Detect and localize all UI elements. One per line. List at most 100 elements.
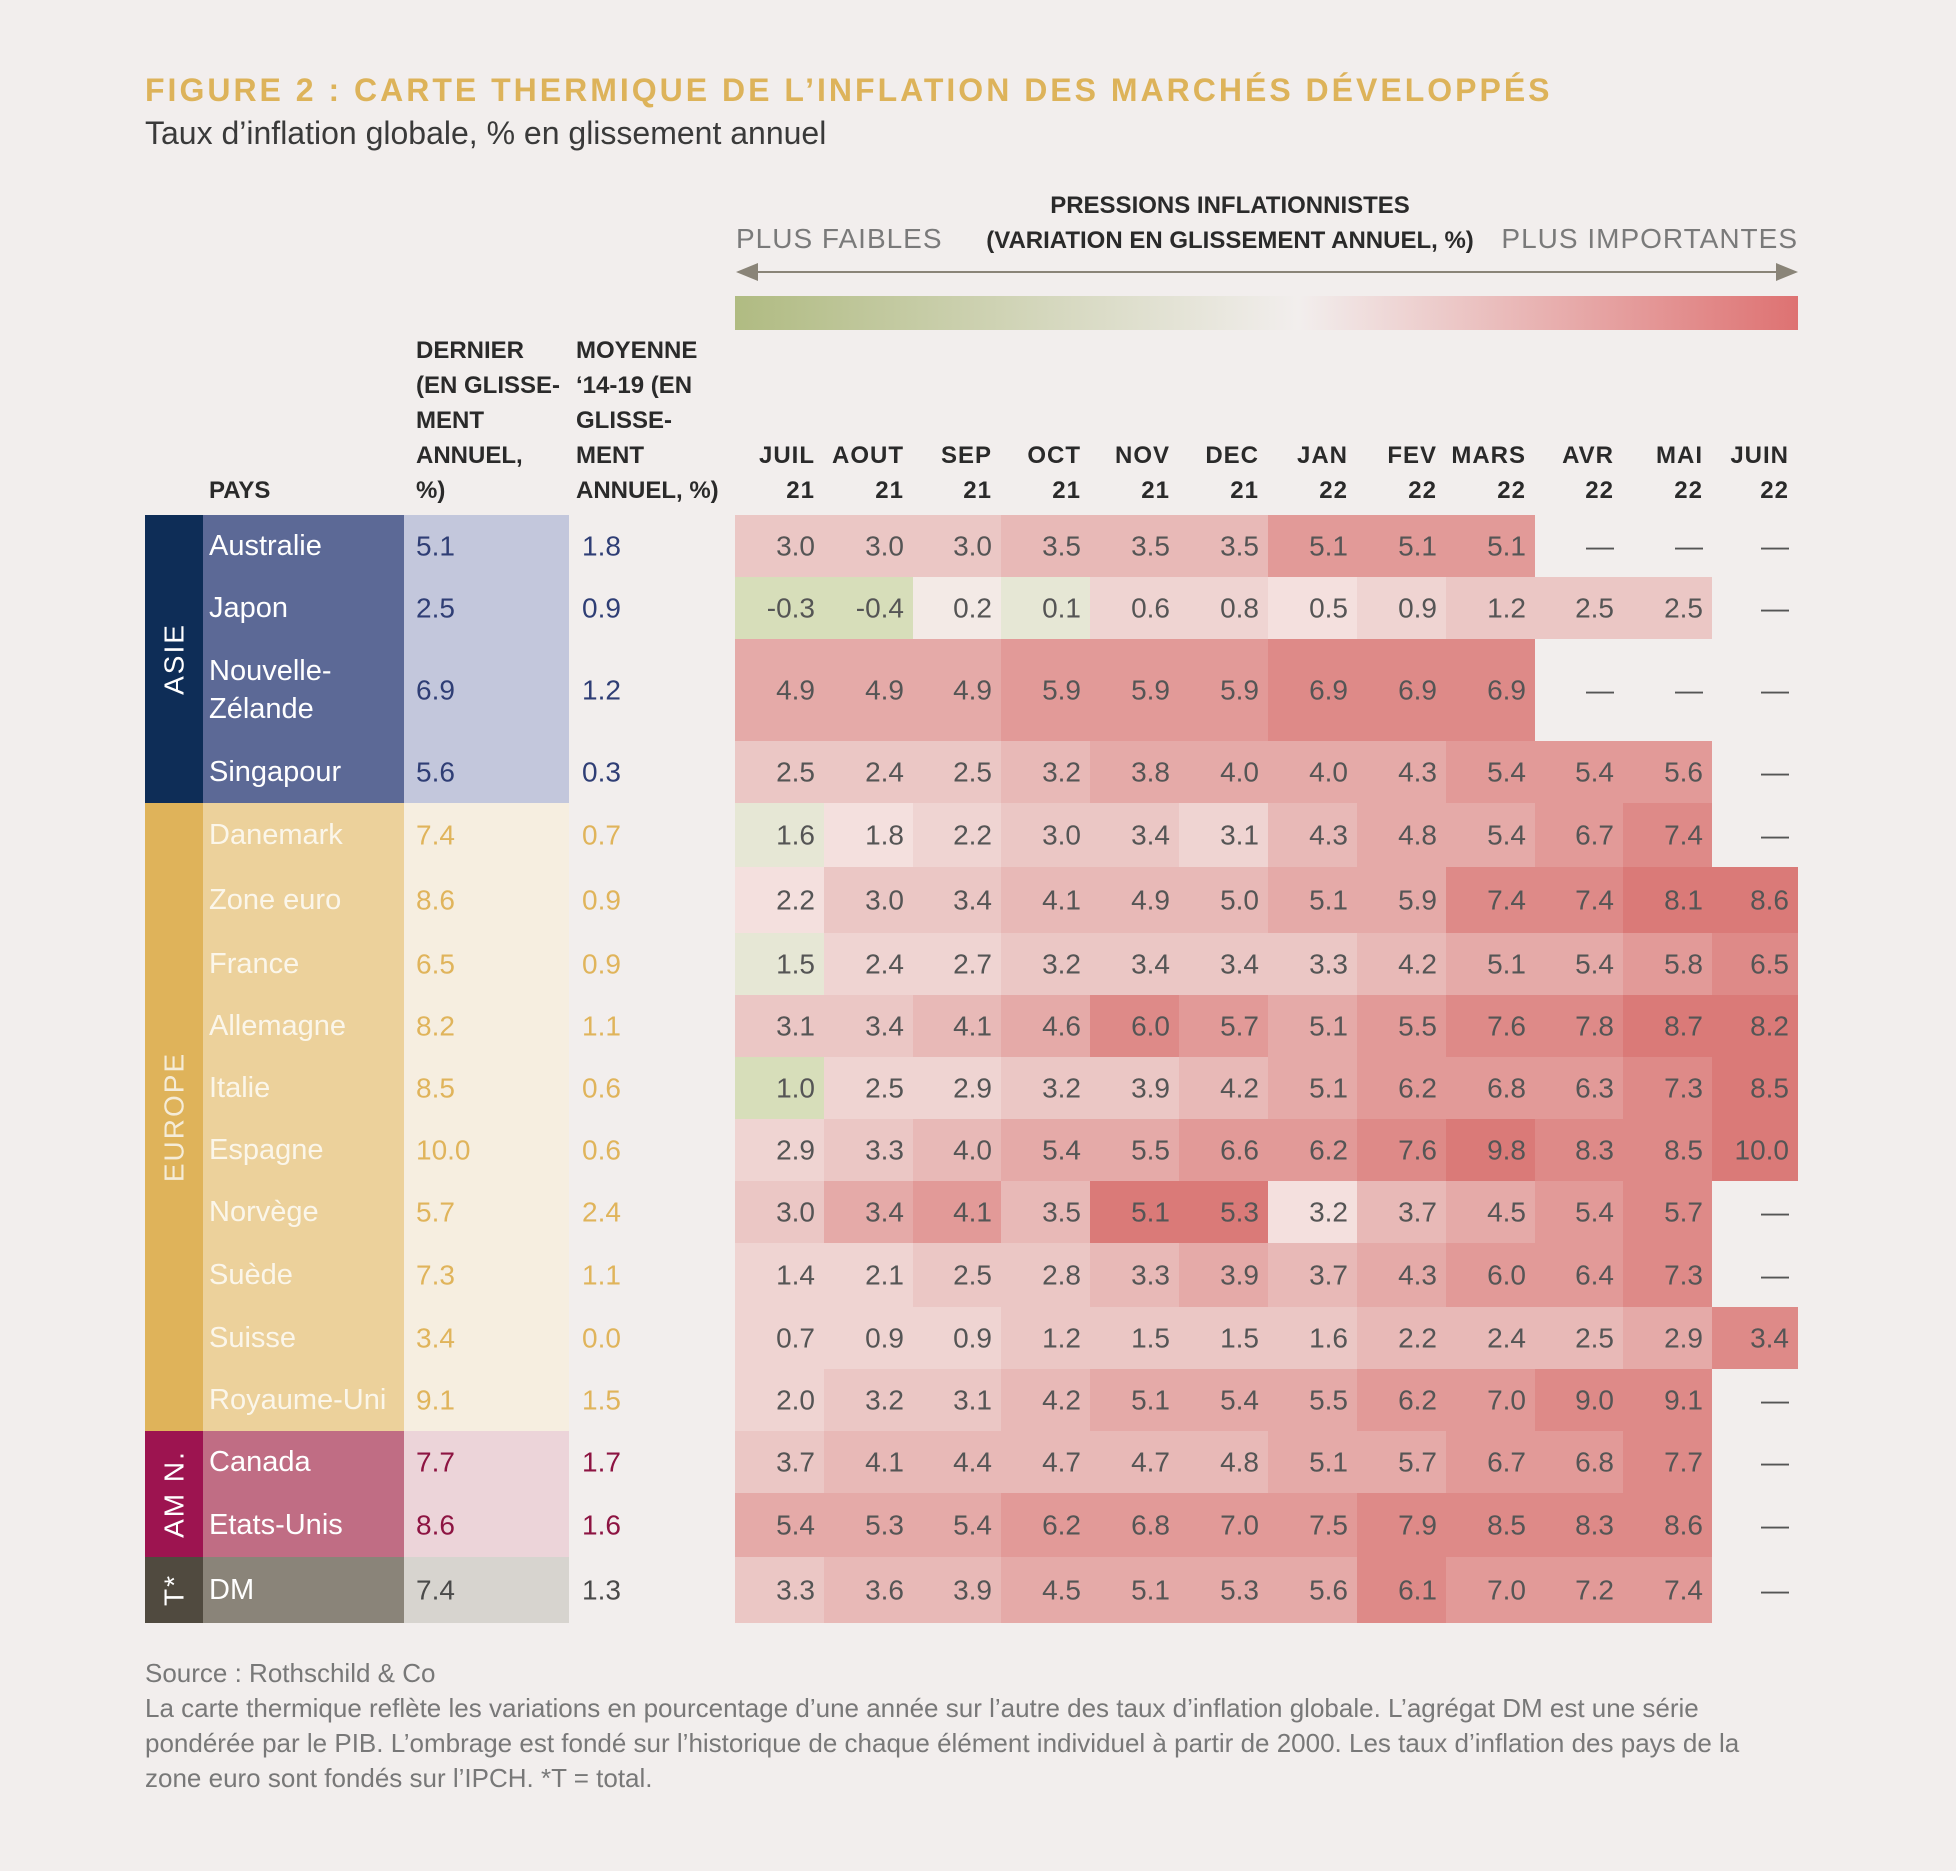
- country-cell: [203, 515, 404, 577]
- heat-cell: [1268, 639, 1357, 741]
- heat-value: 7.2: [1575, 1575, 1614, 1606]
- header-month: AOUT: [832, 442, 904, 469]
- source-note: Source : Rothschild & Co: [145, 1658, 436, 1688]
- average-value: 2.4: [582, 1197, 621, 1228]
- latest-value: 10.0: [416, 1135, 471, 1166]
- heat-value: 3.3: [1309, 949, 1348, 980]
- heat-value: 2.5: [776, 757, 815, 788]
- heat-value: 5.1: [1309, 885, 1348, 916]
- legend-arrow-right-icon: [1776, 263, 1798, 281]
- heat-value: 8.2: [1750, 1011, 1789, 1042]
- heat-value: 4.3: [1309, 820, 1348, 851]
- heat-cell: [1268, 1557, 1357, 1623]
- heat-cell: [1535, 1557, 1623, 1623]
- heat-cell: [1179, 1431, 1268, 1493]
- heat-value: 2.4: [865, 949, 904, 980]
- heat-value: 6.8: [1575, 1447, 1614, 1478]
- header-month: AVR: [1562, 442, 1614, 469]
- heat-value: 6.2: [1398, 1385, 1437, 1416]
- heat-value: 5.6: [1309, 1575, 1348, 1606]
- heat-value: 5.4: [1575, 1197, 1614, 1228]
- heat-cell: [824, 515, 913, 577]
- heat-value: 5.3: [1220, 1575, 1259, 1606]
- heat-cell: [1623, 577, 1712, 639]
- country-cell: [203, 1057, 404, 1119]
- heat-value: -0.3: [767, 593, 815, 624]
- heat-value: 7.4: [1575, 885, 1614, 916]
- heat-cell: [1001, 1431, 1090, 1493]
- heat-cell: [1446, 1307, 1535, 1369]
- heat-cell: [1001, 1181, 1090, 1243]
- average-value: 0.9: [582, 885, 621, 916]
- heat-cell: [1535, 867, 1623, 933]
- heat-cell: [1090, 1119, 1179, 1181]
- heat-cell: [1357, 933, 1446, 995]
- header-latest-line: ANNUEL,: [416, 442, 523, 469]
- heat-value: 2.5: [1575, 1323, 1614, 1354]
- header-month: SEP: [941, 442, 992, 469]
- heat-cell: [1535, 1493, 1623, 1557]
- heat-value: —: [1761, 1385, 1789, 1416]
- average-value: 1.3: [582, 1575, 621, 1606]
- heat-value: 3.6: [865, 1575, 904, 1606]
- heat-cell: [1446, 1119, 1535, 1181]
- country-name: Canada: [209, 1446, 311, 1478]
- heat-value: 6.7: [1487, 1447, 1526, 1478]
- heat-value: 1.2: [1487, 593, 1526, 624]
- heat-cell: [913, 1557, 1001, 1623]
- heat-value: 4.1: [1042, 885, 1081, 916]
- country-cell: [203, 867, 404, 933]
- latest-cell: [404, 1493, 569, 1557]
- heat-value: 3.7: [1398, 1197, 1437, 1228]
- heat-cell: [1446, 1493, 1535, 1557]
- heat-cell: [1090, 1181, 1179, 1243]
- heat-cell: [1446, 1057, 1535, 1119]
- heat-value: 4.8: [1220, 1447, 1259, 1478]
- heat-cell: [1268, 1181, 1357, 1243]
- heat-cell: [1090, 867, 1179, 933]
- header-latest-line: MENT: [416, 407, 484, 434]
- heat-cell: [1623, 1243, 1712, 1307]
- heat-value: 1.0: [776, 1073, 815, 1104]
- heat-cell: [1179, 1307, 1268, 1369]
- heat-value: 5.8: [1664, 949, 1703, 980]
- heat-value: 6.9: [1309, 675, 1348, 706]
- chart-notes: Source : Rothschild & Co La carte thermi…: [145, 1656, 1825, 1796]
- latest-value: 7.7: [416, 1447, 455, 1478]
- heat-cell: [1623, 1493, 1712, 1557]
- latest-value: 2.5: [416, 593, 455, 624]
- heat-value: 3.7: [1309, 1260, 1348, 1291]
- heat-cell: [1179, 1119, 1268, 1181]
- heat-value: 4.9: [776, 675, 815, 706]
- average-value: 0.9: [582, 593, 621, 624]
- average-value: 0.9: [582, 949, 621, 980]
- heat-cell: [1712, 995, 1798, 1057]
- heat-value: 4.2: [1220, 1073, 1259, 1104]
- heat-cell: [824, 803, 913, 867]
- heat-cell: [1623, 1431, 1712, 1493]
- heat-cell: [1623, 1369, 1712, 1431]
- heat-value: 2.5: [865, 1073, 904, 1104]
- group-label: T*: [159, 1574, 190, 1606]
- heat-value: —: [1761, 1447, 1789, 1478]
- heat-value: 5.4: [1042, 1135, 1081, 1166]
- heat-cell: [1357, 867, 1446, 933]
- heat-value: 1.5: [1131, 1323, 1170, 1354]
- heat-cell: [1179, 933, 1268, 995]
- heat-value: 4.1: [953, 1197, 992, 1228]
- country-name: Japon: [209, 592, 288, 624]
- heat-value: 2.2: [953, 820, 992, 851]
- heat-value: 3.0: [776, 1197, 815, 1228]
- heat-value: 5.1: [1487, 949, 1526, 980]
- heat-value: 4.5: [1042, 1575, 1081, 1606]
- heat-cell: [1090, 995, 1179, 1057]
- heat-cell: [1535, 1243, 1623, 1307]
- heat-value: 3.4: [953, 885, 992, 916]
- heat-cell: [1268, 515, 1357, 577]
- heat-value: 7.5: [1309, 1510, 1348, 1541]
- header-year: 21: [1230, 477, 1259, 504]
- footnote-line-2: pondérée par le PIB. L’ombrage est fondé…: [145, 1728, 1740, 1758]
- heat-value: 5.4: [776, 1510, 815, 1541]
- heat-value: 0.9: [1398, 593, 1437, 624]
- heat-cell: [1268, 933, 1357, 995]
